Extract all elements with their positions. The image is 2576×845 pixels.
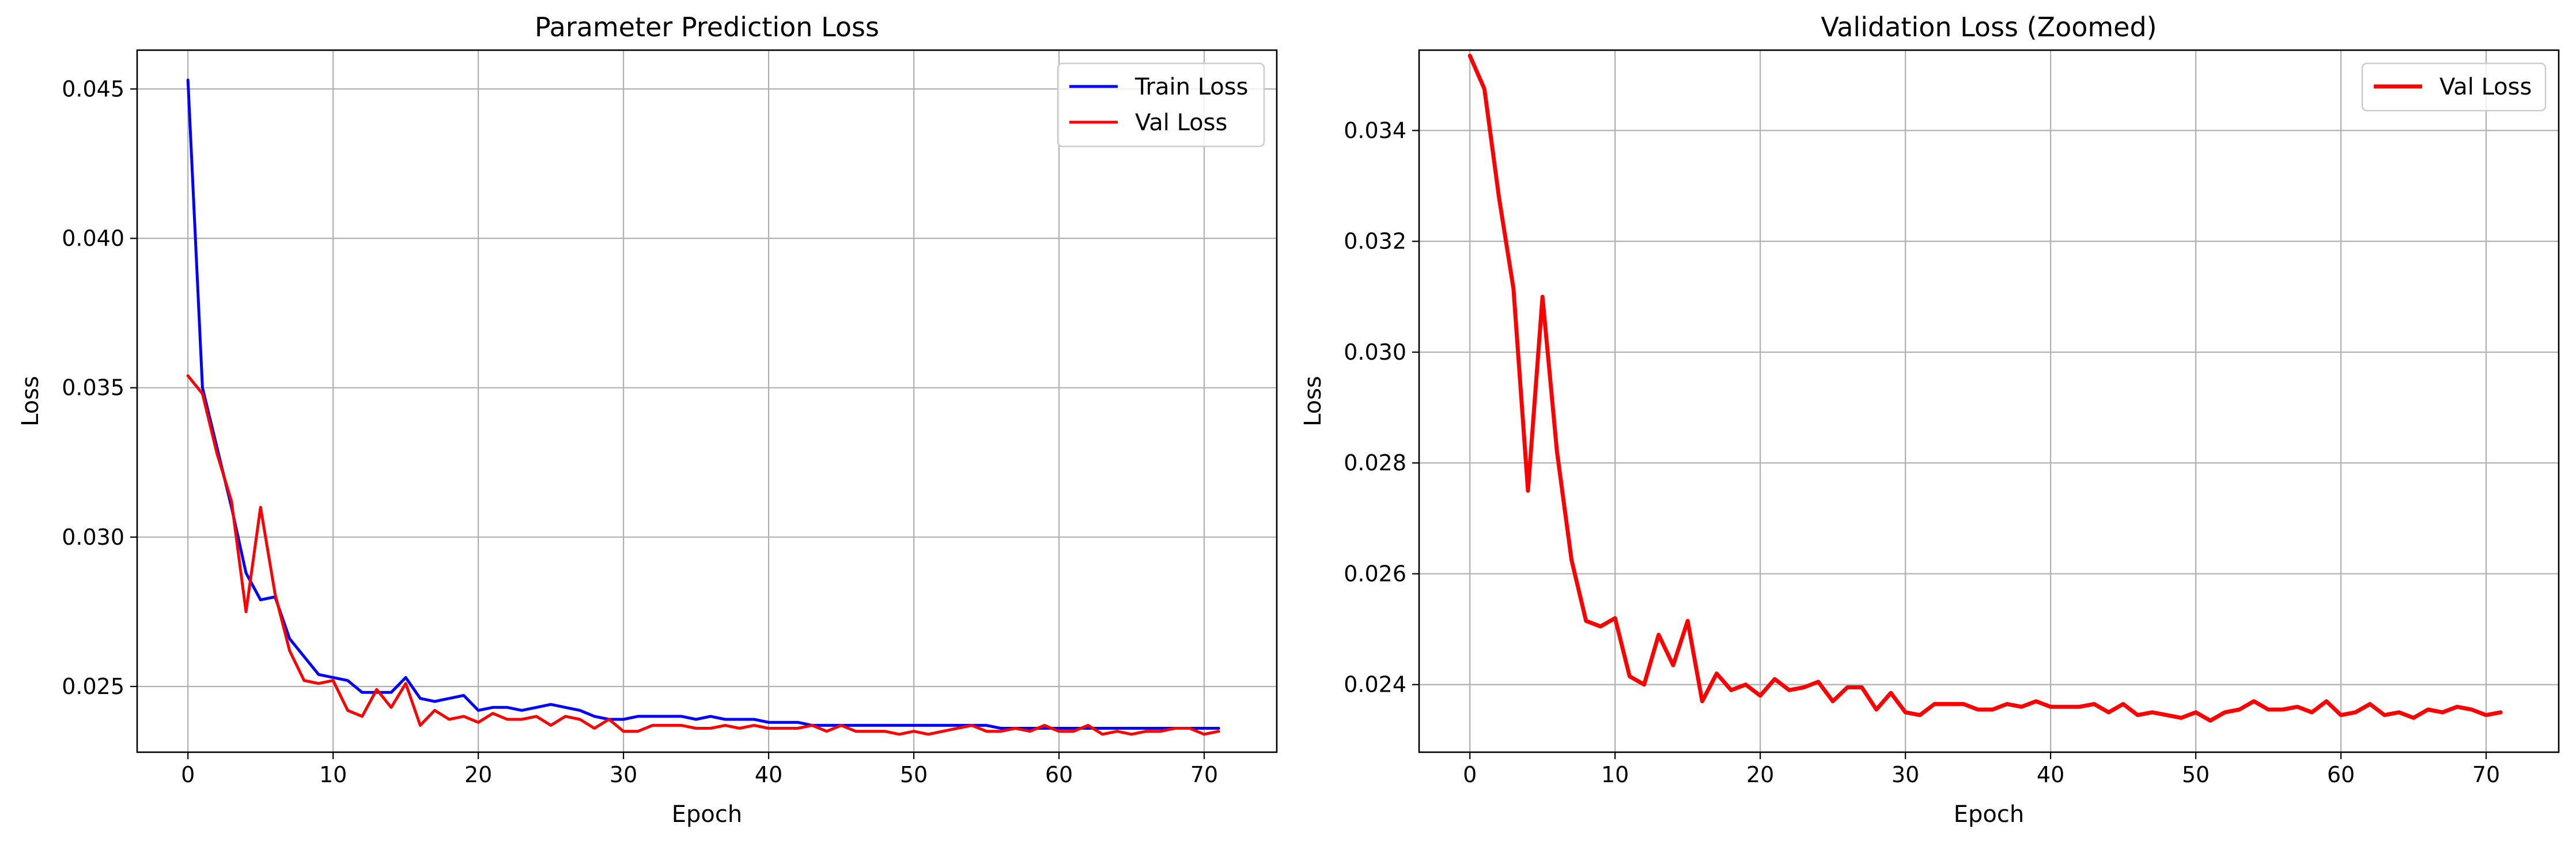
y-axis-label: Loss [1300, 376, 1326, 427]
y-tick-label: 0.034 [1344, 118, 1406, 143]
y-tick-label: 0.030 [62, 525, 124, 550]
x-tick-label: 50 [900, 762, 928, 787]
series-line-val-loss [186, 374, 1220, 736]
x-tick-label: 0 [1463, 762, 1477, 787]
x-ticks: 0 10 20 30 40 50 60 70 [1463, 752, 2500, 787]
legend-box [2361, 62, 2547, 112]
y-tick-label: 0.032 [1344, 229, 1406, 254]
y-tick-label: 0.024 [1344, 672, 1406, 697]
gridlines [137, 50, 1277, 752]
x-tick-label: 70 [2472, 762, 2500, 787]
series-line-val-loss [1467, 54, 2503, 723]
legend: Train Loss Val Loss [1057, 62, 1265, 148]
legend-label-val-loss: Val Loss [1135, 110, 1227, 136]
series-lines [186, 78, 1220, 736]
chart-parameter-prediction-loss: Parameter Prediction Loss 0 10 20 30 40 50 60 7… [17, 12, 1278, 828]
x-axis-label: Epoch [672, 801, 742, 828]
y-tick-label: 0.035 [62, 375, 124, 401]
y-tick-label: 0.040 [62, 226, 124, 251]
x-tick-label: 70 [1190, 762, 1218, 787]
x-tick-label: 30 [610, 762, 637, 787]
plot-frame [1418, 49, 2560, 753]
x-tick-label: 30 [1892, 762, 1919, 787]
chart-validation-loss-zoomed: Validation Loss (Zoomed) 0 10 20 30 40 50 60 70… [1300, 12, 2560, 828]
gridlines [1419, 50, 2559, 752]
y-ticks: 0.024 0.026 0.028 0.030 0.032 0.034 [1344, 118, 1419, 697]
series-line-train-loss [186, 78, 1220, 730]
x-tick-label: 50 [2182, 762, 2210, 787]
x-tick-label: 20 [464, 762, 492, 787]
legend-box [1057, 62, 1265, 148]
legend-label-train-loss: Train Loss [1134, 74, 1248, 100]
plot-frame [136, 49, 1278, 753]
y-tick-label: 0.028 [1344, 450, 1406, 476]
y-tick-label: 0.026 [1344, 561, 1406, 586]
y-ticks: 0.025 0.030 0.035 0.040 0.045 [62, 76, 137, 699]
x-tick-label: 60 [1045, 762, 1073, 787]
x-ticks: 0 10 20 30 40 50 60 70 [181, 752, 1218, 787]
x-tick-label: 10 [319, 762, 347, 787]
legend: Val Loss [2361, 62, 2547, 112]
chart-title: Validation Loss (Zoomed) [1821, 12, 2157, 43]
x-tick-label: 40 [755, 762, 782, 787]
y-tick-label: 0.025 [62, 674, 124, 699]
y-tick-label: 0.030 [1344, 339, 1406, 365]
y-axis-label: Loss [17, 376, 44, 427]
x-tick-label: 60 [2327, 762, 2355, 787]
x-axis-label: Epoch [1954, 801, 2024, 828]
x-tick-label: 10 [1601, 762, 1629, 787]
legend-label-val-loss: Val Loss [2439, 74, 2532, 100]
series-lines [1467, 54, 2503, 723]
y-tick-label: 0.045 [62, 76, 124, 101]
x-tick-label: 20 [1746, 762, 1774, 787]
x-tick-label: 0 [181, 762, 195, 787]
x-tick-label: 40 [2037, 762, 2064, 787]
chart-title: Parameter Prediction Loss [535, 12, 879, 43]
